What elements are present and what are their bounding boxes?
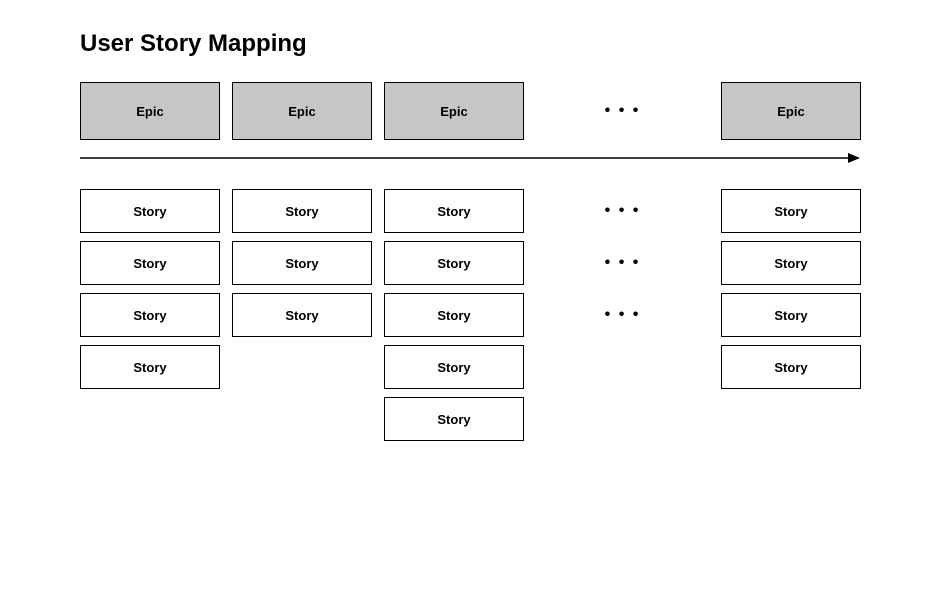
timeline-arrow [80, 150, 861, 171]
story-label: Story [285, 256, 318, 271]
diagram-title: User Story Mapping [80, 30, 861, 58]
epic-box: Epic [384, 82, 524, 140]
story-label: Story [437, 412, 470, 427]
story-column: Story Story Story Story [80, 189, 220, 389]
epic-ellipsis: • • • [536, 102, 709, 120]
story-label: Story [437, 308, 470, 323]
story-box: Story [80, 293, 220, 337]
story-box: Story [721, 345, 861, 389]
story-label: Story [437, 204, 470, 219]
story-box: Story [80, 241, 220, 285]
story-label: Story [774, 256, 807, 271]
epic-box: Epic [721, 82, 861, 140]
story-box: Story [232, 241, 372, 285]
story-label: Story [133, 308, 166, 323]
epic-label: Epic [288, 104, 315, 119]
story-label: Story [437, 360, 470, 375]
story-grid: Story Story Story Story Story Story Stor… [80, 189, 861, 441]
story-ellipsis: • • • [536, 189, 709, 233]
story-label: Story [133, 204, 166, 219]
epic-row: Epic Epic Epic • • • Epic [80, 82, 861, 140]
story-label: Story [133, 256, 166, 271]
story-label: Story [437, 256, 470, 271]
story-column: Story Story Story Story Story [384, 189, 524, 441]
epic-box: Epic [232, 82, 372, 140]
story-box: Story [80, 189, 220, 233]
story-column: Story Story Story [232, 189, 372, 337]
story-label: Story [133, 360, 166, 375]
arrow-icon [80, 150, 860, 166]
story-box: Story [232, 189, 372, 233]
story-box: Story [384, 189, 524, 233]
epic-label: Epic [440, 104, 467, 119]
story-box: Story [80, 345, 220, 389]
story-box: Story [232, 293, 372, 337]
story-box: Story [384, 345, 524, 389]
story-ellipsis: • • • [536, 293, 709, 337]
story-box: Story [721, 241, 861, 285]
story-ellipsis: • • • [536, 241, 709, 285]
story-box: Story [384, 241, 524, 285]
epic-box: Epic [80, 82, 220, 140]
story-label: Story [285, 204, 318, 219]
story-ellipsis-column: • • • • • • • • • [536, 189, 709, 337]
story-box: Story [384, 397, 524, 441]
epic-label: Epic [136, 104, 163, 119]
story-label: Story [774, 308, 807, 323]
story-label: Story [285, 308, 318, 323]
story-box: Story [384, 293, 524, 337]
story-box: Story [721, 293, 861, 337]
story-label: Story [774, 360, 807, 375]
story-label: Story [774, 204, 807, 219]
epic-label: Epic [777, 104, 804, 119]
diagram-container: User Story Mapping Epic Epic Epic • • • … [0, 0, 941, 461]
story-box: Story [721, 189, 861, 233]
story-column: Story Story Story Story [721, 189, 861, 389]
